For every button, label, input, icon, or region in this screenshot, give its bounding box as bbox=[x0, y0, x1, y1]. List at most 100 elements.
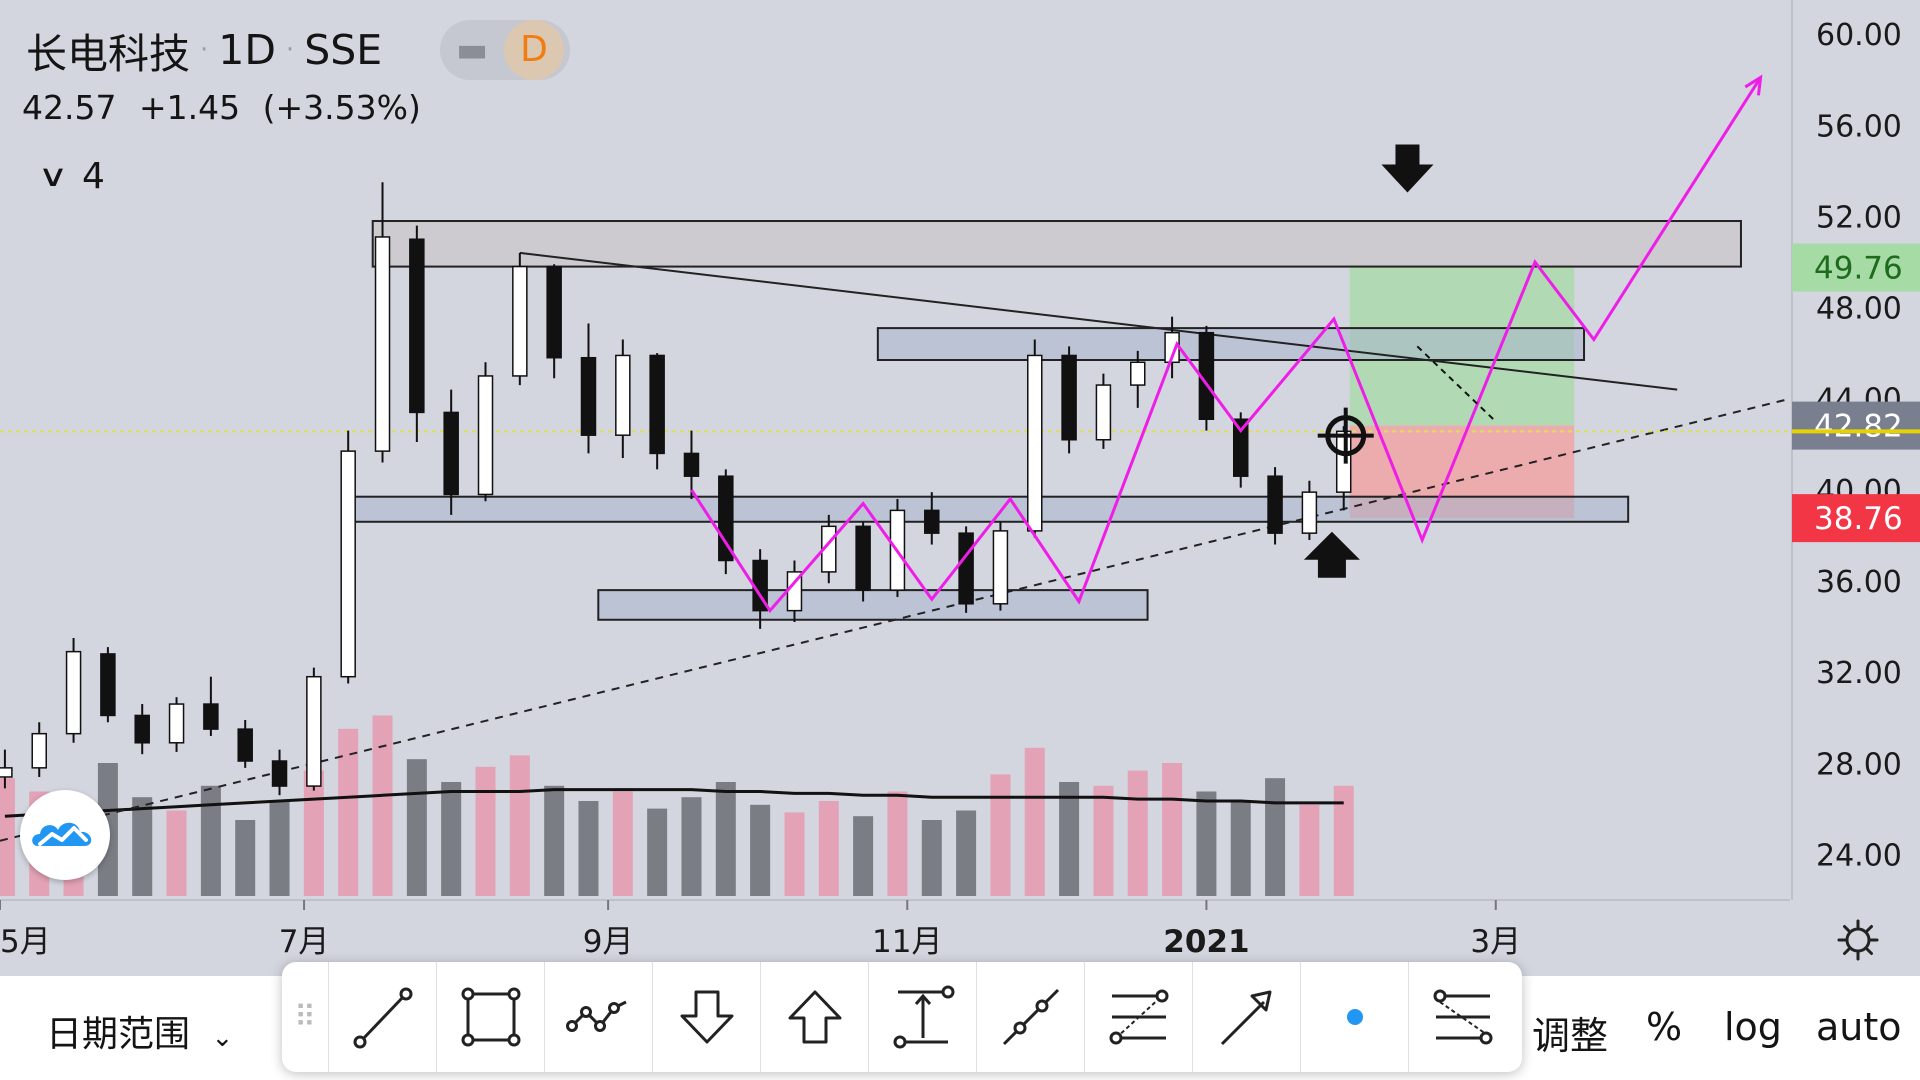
price-tick-label: 56.00 bbox=[1816, 109, 1902, 144]
dot-tool[interactable] bbox=[1300, 962, 1408, 1072]
price-axis-panel[interactable] bbox=[1792, 0, 1920, 976]
candle-body bbox=[134, 714, 150, 744]
volume-bar bbox=[612, 791, 633, 896]
volume-bar bbox=[132, 797, 153, 896]
minus-icon[interactable]: ▬ bbox=[455, 30, 489, 70]
volume-bar bbox=[372, 715, 393, 896]
volume-bar bbox=[1162, 763, 1183, 896]
date-range-button[interactable]: 日期范围 ⌄ bbox=[46, 1005, 233, 1057]
lower-zone bbox=[597, 589, 1149, 621]
volume-bar bbox=[406, 759, 427, 896]
price-badge bbox=[1792, 401, 1920, 450]
time-tick-label: 2021 bbox=[1163, 924, 1249, 960]
delayed-badge[interactable]: D bbox=[504, 20, 564, 80]
volume-bar bbox=[715, 782, 736, 896]
symbol-title-row[interactable]: 长电科技 · 1D · SSE bbox=[26, 20, 382, 80]
retest-dashed-arrow bbox=[1416, 345, 1497, 423]
trend-line-icon bbox=[353, 987, 412, 1049]
indicators-toggle[interactable]: ∨ 4 bbox=[38, 156, 105, 197]
candle-body bbox=[1027, 354, 1043, 532]
candle-body bbox=[958, 532, 974, 605]
buy-arrow-up-icon bbox=[1303, 531, 1360, 578]
candle-body bbox=[580, 356, 597, 436]
percent-scale-button[interactable]: % bbox=[1646, 1005, 1683, 1049]
symbol-name: 长电科技 bbox=[26, 30, 190, 78]
last-price: 42.57 bbox=[22, 88, 117, 127]
price-tick-label: 52.00 bbox=[1816, 200, 1902, 235]
gear-icon[interactable] bbox=[1836, 918, 1880, 962]
volume-bar bbox=[853, 816, 874, 896]
arrow-up-tool[interactable] bbox=[760, 962, 868, 1072]
candle-body bbox=[65, 650, 82, 735]
volume-bar bbox=[1024, 747, 1045, 896]
ray-tool[interactable] bbox=[976, 962, 1084, 1072]
drag-handle-icon[interactable]: ⠿ bbox=[294, 999, 316, 1035]
settings-lines-icon bbox=[1433, 989, 1492, 1045]
mid-zone bbox=[876, 327, 1586, 361]
log-scale-button[interactable]: log bbox=[1724, 1005, 1782, 1049]
drawing-settings-tool[interactable] bbox=[1408, 962, 1516, 1072]
candle-body bbox=[1267, 475, 1283, 534]
interval-label[interactable]: 1D bbox=[218, 26, 276, 74]
drawing-toolbar[interactable]: ⠿ bbox=[282, 962, 1522, 1072]
price-tick-label: 48.00 bbox=[1816, 292, 1902, 327]
volume-bar bbox=[818, 801, 839, 896]
arrow-marker-tool[interactable] bbox=[1192, 962, 1300, 1072]
volume-bar bbox=[681, 797, 702, 896]
volume-bar bbox=[338, 728, 359, 896]
candle-body bbox=[546, 265, 562, 359]
price-badge-label: 49.76 bbox=[1814, 250, 1903, 286]
mode-toggle[interactable]: ▬ D bbox=[440, 20, 570, 80]
time-tick-label: 3月 bbox=[1470, 924, 1521, 960]
arrow-down-tool[interactable] bbox=[652, 962, 760, 1072]
volume-bar bbox=[200, 785, 221, 896]
candle-body bbox=[443, 411, 459, 496]
chevron-down-icon: ⌄ bbox=[211, 1023, 234, 1053]
adjust-button[interactable]: 调整 bbox=[1532, 1014, 1609, 1058]
volume-bar bbox=[1333, 785, 1354, 896]
volume-bar bbox=[578, 801, 599, 896]
time-tick-label: 9月 bbox=[583, 924, 634, 960]
price-axis-bg bbox=[1792, 0, 1920, 976]
volume-ma-line bbox=[4, 788, 1344, 818]
candle-body bbox=[924, 509, 940, 534]
time-tick-label: 11月 bbox=[872, 924, 942, 960]
volume-bar bbox=[750, 804, 771, 896]
candle-body bbox=[512, 265, 528, 377]
exchange-label: SSE bbox=[304, 26, 383, 74]
volume-bar bbox=[303, 770, 324, 896]
candle-body bbox=[409, 238, 425, 414]
title-separator: · bbox=[285, 35, 295, 65]
ray-icon bbox=[1002, 988, 1059, 1046]
price-tick-label: 32.00 bbox=[1816, 656, 1902, 691]
trend-line-tool[interactable] bbox=[328, 962, 436, 1072]
volume-bar bbox=[1230, 801, 1251, 896]
volume-bar bbox=[921, 820, 942, 896]
price-tick-label: 60.00 bbox=[1816, 18, 1902, 53]
candle-body bbox=[374, 236, 391, 452]
chevron-down-icon[interactable]: ∨ bbox=[37, 159, 69, 194]
volume-bar bbox=[956, 810, 977, 896]
candle-body bbox=[1130, 361, 1146, 386]
price-tick-label: 24.00 bbox=[1816, 838, 1902, 873]
volume-bar bbox=[887, 791, 908, 896]
path-icon bbox=[565, 1000, 627, 1032]
fib-retracement-tool[interactable] bbox=[1084, 962, 1192, 1072]
volume-bar bbox=[509, 755, 530, 896]
tradingview-logo[interactable] bbox=[20, 790, 110, 880]
price-range-tool[interactable] bbox=[868, 962, 976, 1072]
volume-bar bbox=[1299, 804, 1320, 896]
volume-bar bbox=[475, 766, 496, 896]
candle-body bbox=[306, 675, 322, 787]
rectangle-tool[interactable] bbox=[436, 962, 544, 1072]
auto-scale-button[interactable]: auto bbox=[1816, 1005, 1902, 1049]
projection-arrowhead bbox=[1744, 74, 1763, 96]
candle-body bbox=[100, 653, 116, 717]
path-tool[interactable] bbox=[544, 962, 652, 1072]
candle-body bbox=[1061, 354, 1077, 441]
rectangle-icon bbox=[461, 987, 520, 1047]
price-range-icon bbox=[893, 985, 954, 1049]
projection-path bbox=[690, 76, 1762, 614]
price-badge bbox=[1792, 243, 1920, 292]
